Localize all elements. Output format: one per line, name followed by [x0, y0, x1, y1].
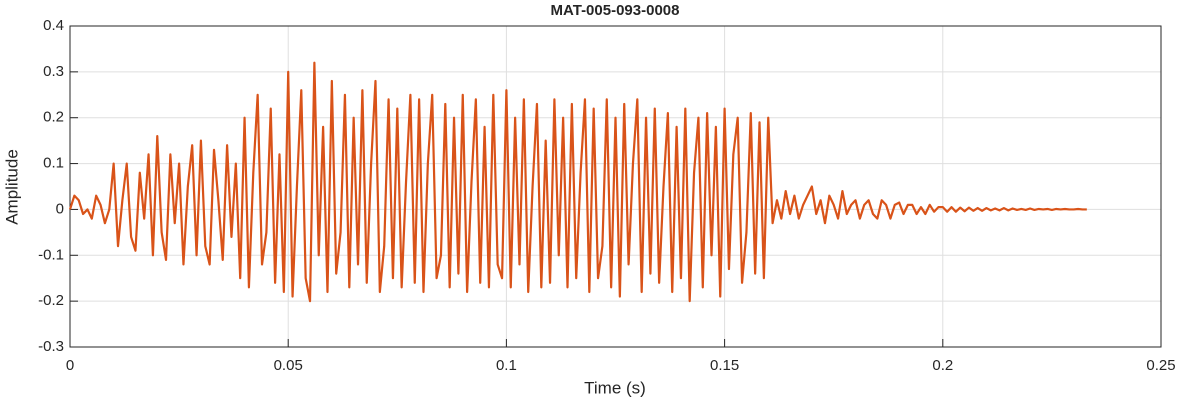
chart-title: MAT-005-093-0008: [551, 2, 680, 19]
y-tick-label: 0: [56, 200, 64, 217]
y-tick-label: -0.1: [38, 246, 64, 263]
y-axis-label: Amplitude: [2, 149, 21, 225]
y-tick-label: 0.4: [43, 17, 64, 34]
x-tick-label: 0.2: [932, 357, 953, 374]
y-tick-label: 0.3: [43, 63, 64, 80]
x-tick-label: 0.25: [1146, 357, 1175, 374]
waveform-line: [68, 61, 1087, 303]
x-tick-label: 0.05: [274, 357, 303, 374]
y-tick-label: -0.3: [38, 338, 64, 355]
x-tick-label: 0: [66, 357, 74, 374]
x-tick-label: 0.15: [710, 357, 739, 374]
y-tick-label: 0.2: [43, 109, 64, 126]
plot-frame: [69, 25, 1162, 348]
y-tick-label: -0.2: [38, 292, 64, 309]
y-tick-label: 0.1: [43, 155, 64, 172]
x-axis-label: Time (s): [584, 378, 646, 397]
x-tick-label: 0.1: [496, 357, 517, 374]
